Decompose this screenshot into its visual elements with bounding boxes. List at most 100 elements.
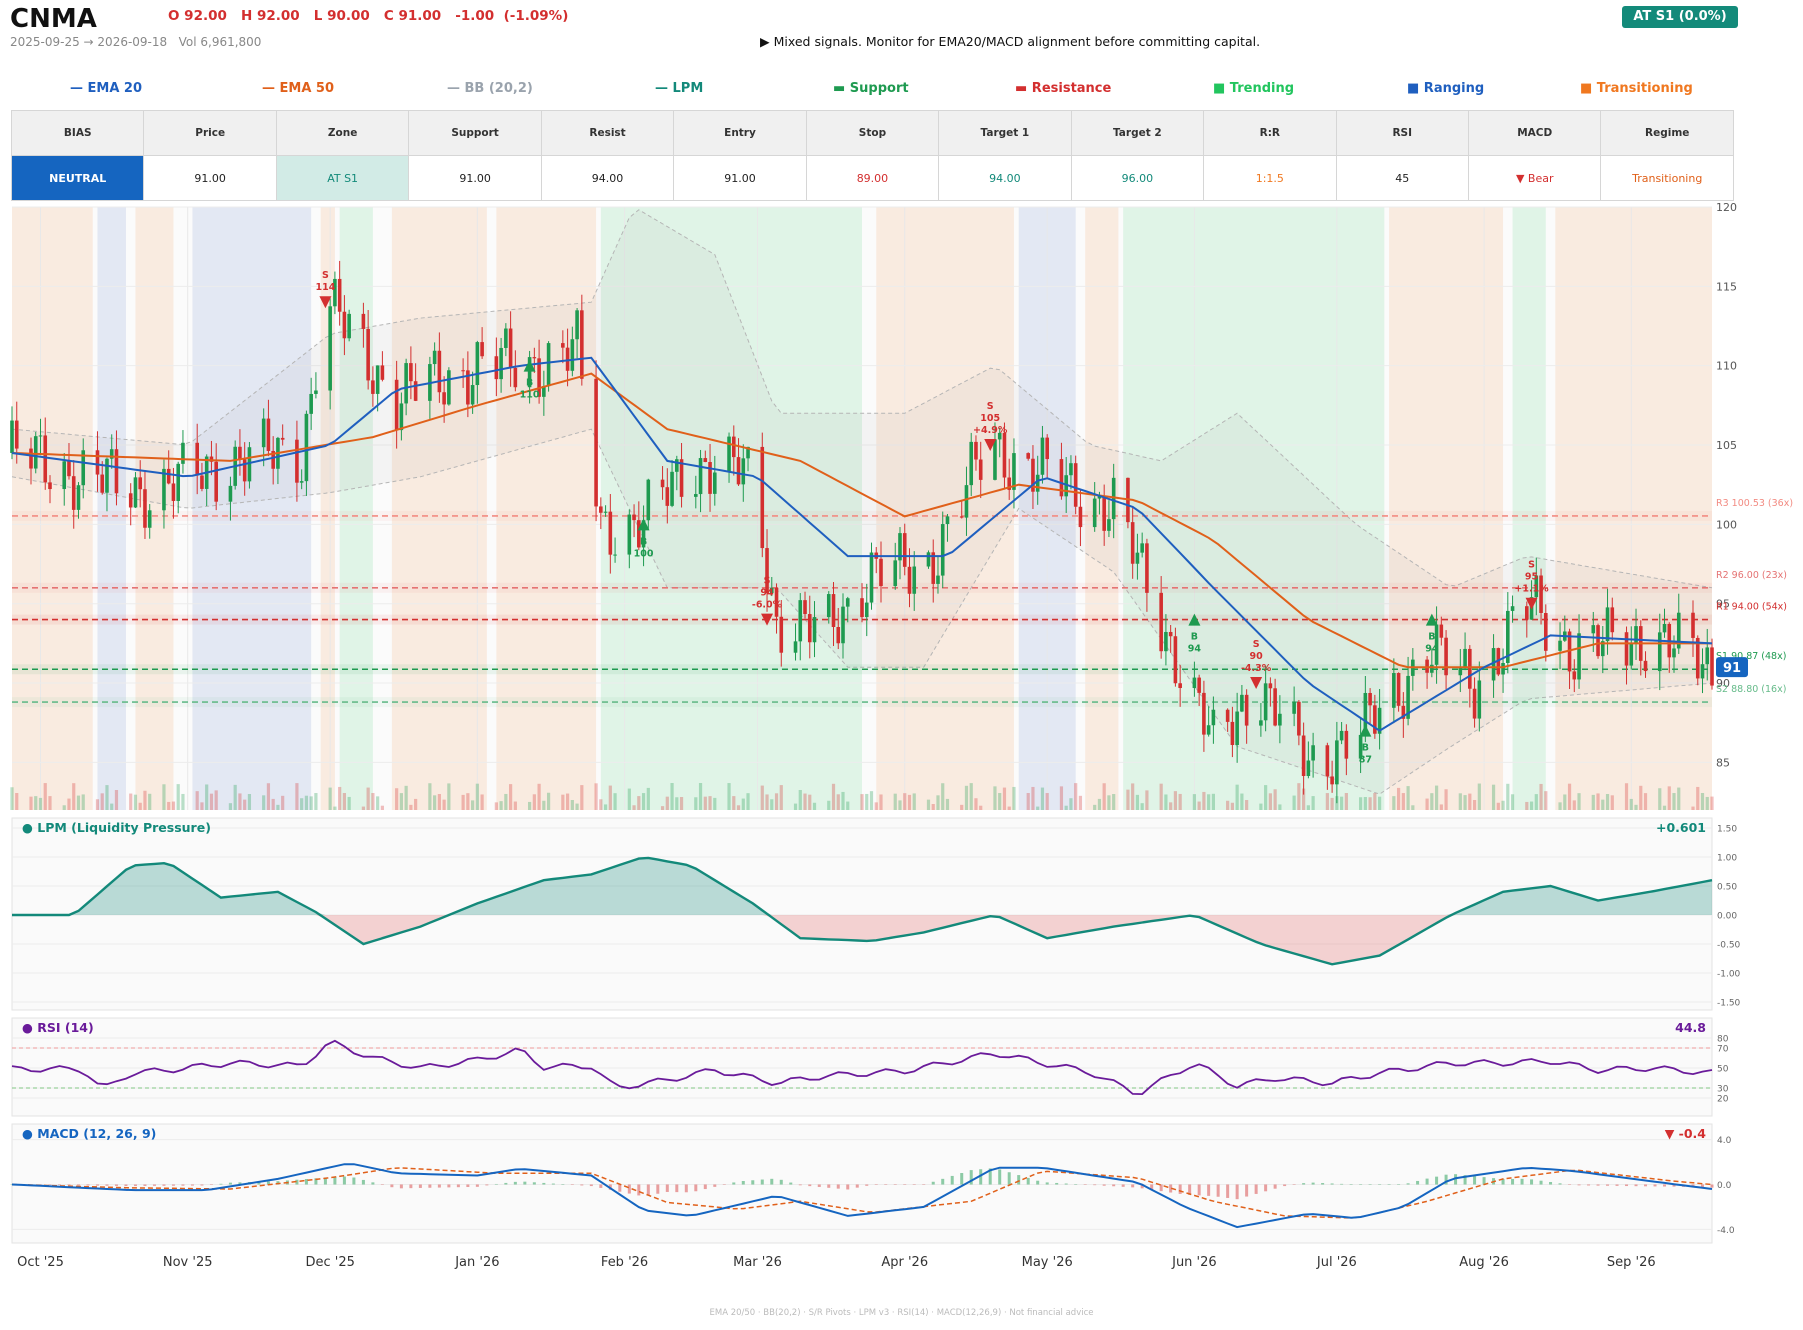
candle-body	[1206, 725, 1211, 735]
macd-histogram-bar	[1710, 1184, 1714, 1188]
candle-body	[1197, 677, 1201, 693]
candle-body	[442, 392, 446, 405]
volume-bar	[171, 801, 176, 810]
candle-body	[1301, 735, 1306, 776]
candle-body	[798, 600, 803, 642]
macd-histogram-bar	[1216, 1184, 1220, 1197]
zone-badge: AT S1 (0.0%)	[1622, 6, 1738, 28]
macd-tick-label: 4.0	[1717, 1136, 1732, 1146]
macd-histogram-bar	[960, 1173, 964, 1185]
volume-bar	[836, 794, 840, 810]
summary-header: Support	[408, 110, 542, 156]
lpm-line	[12, 856, 1713, 966]
candle-body	[898, 533, 902, 561]
candle-body	[1392, 673, 1396, 708]
candle-body	[580, 310, 584, 379]
legend-resistance[interactable]: ▬ Resistance	[1015, 81, 1112, 96]
macd-histogram-bar	[1321, 1183, 1325, 1185]
volume-bar	[1273, 789, 1277, 810]
candle-body	[404, 363, 408, 404]
regime-band-transitioning	[135, 207, 174, 810]
candle-body	[1705, 647, 1710, 665]
candle-body	[1259, 720, 1263, 726]
volume-bar	[565, 793, 570, 810]
candle-body	[1240, 694, 1244, 712]
volume-bar	[708, 796, 712, 810]
candle-body	[409, 363, 413, 382]
macd-histogram-bar	[1378, 1184, 1382, 1185]
candle-body	[261, 418, 266, 448]
x-tick-label: Apr '26	[881, 1255, 928, 1270]
volume-bar	[1093, 804, 1097, 810]
volume-bar	[366, 787, 370, 810]
candle-body	[599, 506, 603, 513]
volume-bar	[936, 795, 940, 810]
legend-support[interactable]: ▬ Support	[833, 81, 909, 96]
candle-body	[570, 339, 575, 371]
candle-body	[1634, 626, 1638, 644]
candle-body	[1225, 709, 1230, 722]
volume-bar	[869, 791, 874, 810]
macd-histogram-bar	[390, 1184, 394, 1188]
volume-bar	[1430, 793, 1434, 810]
legend-bollinger[interactable]: — BB (20,2)	[447, 81, 533, 96]
candle-body	[508, 328, 513, 368]
legend-lpm[interactable]: — LPM	[655, 81, 704, 96]
volume-bar	[38, 797, 43, 810]
volume-bar	[1340, 796, 1344, 810]
macd-histogram-bar	[314, 1178, 318, 1185]
macd-histogram-bar	[865, 1184, 869, 1186]
rsi-tick-label: 50	[1717, 1065, 1729, 1075]
legend-ema20[interactable]: — EMA 20	[70, 81, 143, 96]
macd-histogram-bar	[1026, 1177, 1030, 1185]
macd-histogram-bar	[561, 1184, 565, 1185]
volume-bar	[1672, 793, 1676, 810]
legend-transitioning[interactable]: ■ Transitioning	[1580, 81, 1693, 96]
macd-histogram-bar	[1387, 1184, 1391, 1185]
x-tick-label: Feb '26	[601, 1255, 648, 1270]
rsi-title: ● RSI (14)	[22, 1020, 94, 1035]
volume-bar	[371, 793, 375, 810]
macd-histogram-bar	[1140, 1184, 1144, 1189]
candle-body	[879, 558, 883, 587]
price-chart[interactable]: Oct '25 Nov '25 Dec '25 Jan '26 Feb '26 Mar '…	[0, 200, 1803, 1280]
regime-band-trending	[600, 207, 862, 810]
legend-trending[interactable]: ■ Trending	[1213, 81, 1295, 96]
bollinger-upper	[11, 209, 1713, 589]
candle-body	[1168, 631, 1173, 637]
volume-bar	[1135, 794, 1140, 810]
volume-bar	[205, 784, 209, 810]
volume-bar	[1596, 793, 1600, 810]
macd-histogram-bar	[1444, 1174, 1448, 1185]
candle-body	[698, 458, 703, 495]
macd-histogram-bar	[133, 1184, 137, 1187]
volume-bar	[527, 801, 532, 810]
macd-histogram-bar	[1159, 1184, 1163, 1192]
candle-body	[693, 494, 698, 497]
volume-bar	[409, 804, 413, 810]
volume-bar	[228, 803, 233, 810]
legend-ema50[interactable]: — EMA 50	[262, 81, 335, 96]
pivot-label: R1 94.00 (54x)	[1716, 602, 1787, 613]
volume-bar	[1359, 797, 1363, 810]
candle-body	[1097, 495, 1102, 499]
volume-bar	[770, 799, 774, 810]
macd-histogram-bar	[1558, 1183, 1562, 1185]
volume-bar	[1667, 786, 1671, 810]
ema50-line	[11, 372, 1712, 669]
volume-bar	[1330, 797, 1334, 810]
volume-bar	[404, 785, 408, 810]
legend-ranging[interactable]: ■ Ranging	[1407, 81, 1485, 96]
rr-cell: 1:1.5	[1203, 155, 1337, 201]
volume-bar	[95, 799, 100, 810]
candle-body	[347, 313, 351, 339]
macd-histogram-bar	[1283, 1184, 1287, 1187]
macd-histogram-bar	[646, 1184, 650, 1196]
volume-bar	[67, 798, 71, 810]
volume-bar	[1344, 793, 1348, 810]
stop-cell: 89.00	[805, 155, 940, 201]
volume-bar	[1525, 801, 1529, 810]
macd-histogram-bar	[1178, 1184, 1182, 1194]
volume-bar	[129, 793, 133, 810]
price-tick-label: 95	[1716, 598, 1730, 611]
